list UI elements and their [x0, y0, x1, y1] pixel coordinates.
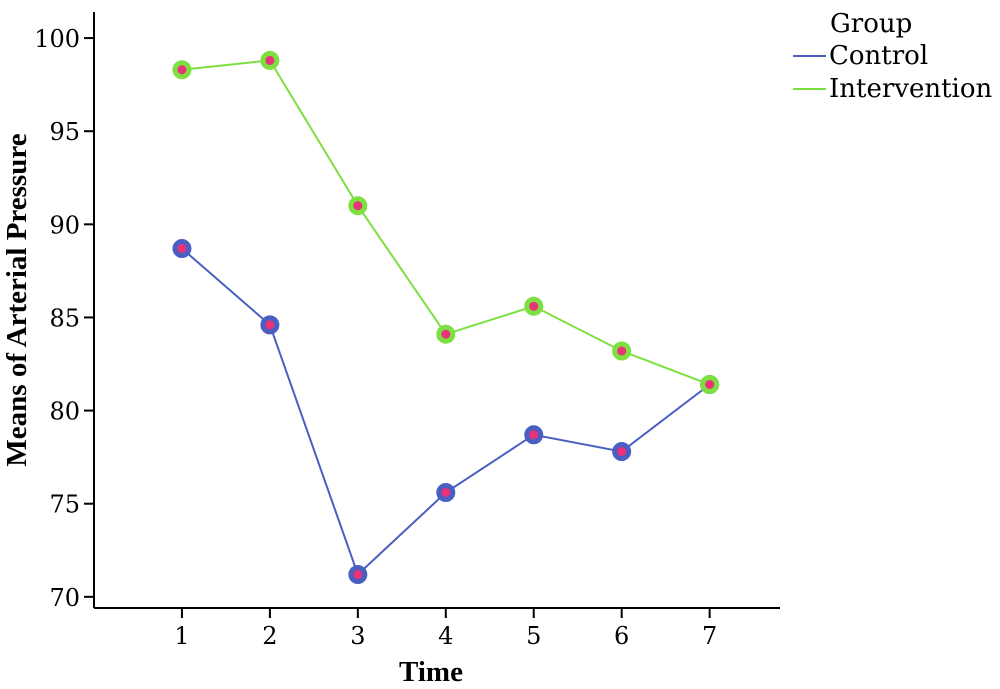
x-tick-label: 4 [438, 622, 453, 650]
data-point-control [172, 239, 192, 259]
y-tick-label: 70 [49, 584, 80, 612]
data-point-control [436, 483, 456, 503]
data-point-control [612, 442, 632, 462]
data-point-intervention [172, 60, 192, 80]
data-point-intervention [612, 341, 632, 361]
y-tick-label: 85 [49, 304, 80, 332]
legend-label: Intervention [829, 74, 993, 104]
data-point-intervention [436, 324, 456, 344]
y-axis-title: Means of Arterial Pressure [1, 133, 33, 466]
y-tick-label: 95 [49, 118, 80, 146]
data-point-intervention [260, 50, 280, 70]
data-point-intervention [348, 196, 368, 216]
x-tick-label: 2 [262, 622, 277, 650]
series-line-control [181, 247, 711, 577]
data-point-control [524, 425, 544, 445]
x-tick-label: 6 [614, 622, 629, 650]
data-point-intervention [700, 375, 720, 394]
data-point-control [348, 564, 368, 584]
series-layer [172, 50, 720, 584]
chart-axes [93, 12, 780, 609]
data-point-intervention [524, 296, 544, 316]
x-ticks: 1 2 3 4 5 6 7 [174, 608, 717, 650]
x-tick-label: 7 [702, 622, 717, 650]
y-tick-label: 90 [49, 211, 80, 239]
data-point-control [260, 315, 280, 335]
legend-title: Group [830, 9, 912, 39]
x-axis-title: Time [399, 656, 463, 688]
y-tick-label: 80 [49, 398, 80, 426]
x-tick-label: 5 [526, 622, 541, 650]
y-tick-label: 75 [49, 491, 80, 519]
y-ticks: 70 75 80 85 90 95 100 [34, 25, 94, 612]
legend-label: Control [829, 41, 928, 71]
x-tick-label: 3 [350, 622, 365, 650]
y-tick-label: 100 [34, 25, 80, 53]
x-tick-label: 1 [174, 622, 189, 650]
